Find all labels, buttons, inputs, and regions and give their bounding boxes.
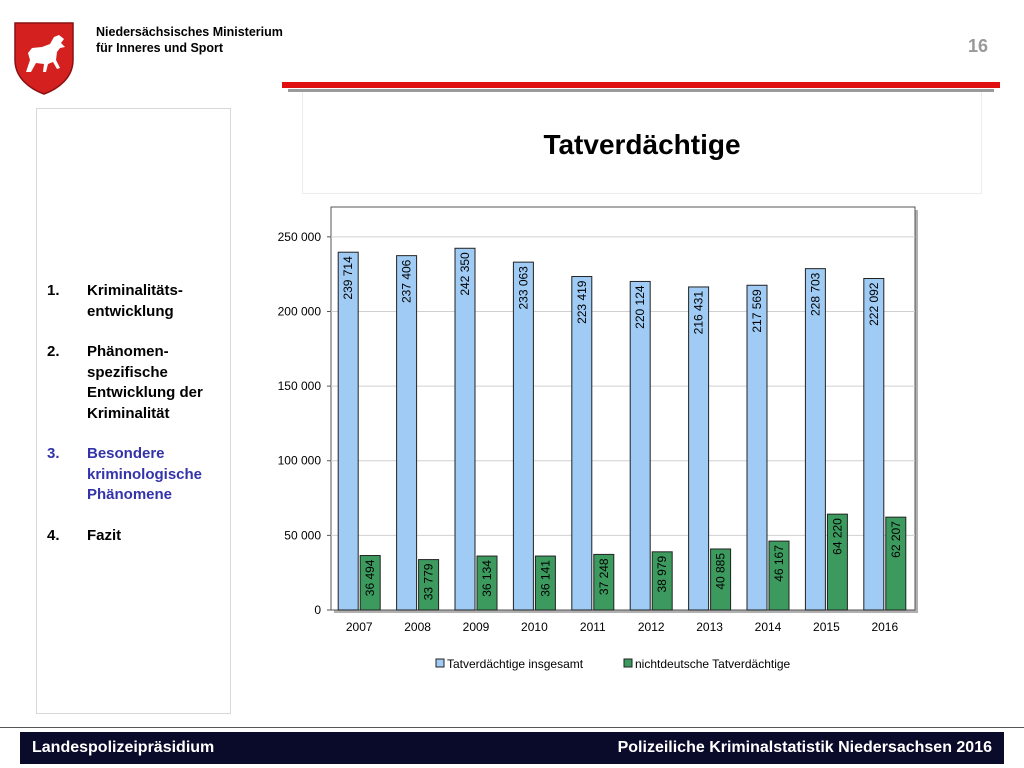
legend-swatch-total — [435, 658, 445, 668]
foreign-suspects-data-label: 36 141 — [538, 560, 552, 597]
footer-divider — [0, 727, 1024, 728]
agenda-item: 3. Besondere kriminologische Phänomene — [47, 444, 227, 506]
x-tick-label: 2016 — [871, 620, 898, 634]
x-tick-label: 2013 — [696, 620, 723, 634]
total-suspects-bar — [746, 284, 768, 611]
foreign-suspects-bar — [593, 553, 615, 611]
agenda-item-label: Fazit — [87, 526, 122, 544]
y-tick-label: 200 000 — [278, 304, 322, 318]
agenda-item-number: 1. — [47, 282, 60, 299]
footer-bar: Landespolizeipräsidium Polizeiliche Krim… — [20, 732, 1004, 764]
total-suspects-data-label: 237 406 — [400, 259, 414, 303]
foreign-suspects-bar — [651, 551, 673, 611]
agenda-item-number: 2. — [47, 343, 60, 360]
chart-legend: Tatverdächtige insgesamt nichtdeutsche Ta… — [435, 657, 791, 671]
total-suspects-data-label: 242 350 — [458, 252, 472, 296]
foreign-suspects-bar — [826, 513, 848, 611]
slide-title: Tatverdächtige — [543, 128, 741, 160]
total-suspects-bar — [629, 280, 651, 611]
x-tick-label: 2009 — [463, 620, 490, 634]
total-suspects-bar — [337, 251, 359, 611]
legend-label-foreign: nichtdeutsche Tatverdächtige — [635, 657, 791, 671]
agenda-item-number: 4. — [47, 526, 60, 544]
title-box: Tatverdächtige — [302, 92, 982, 194]
total-suspects-data-label: 239 714 — [341, 256, 355, 300]
y-tick-label: 250 000 — [278, 230, 322, 244]
agenda-item-label: Phänomen-spezifische Entwicklung der Kri… — [87, 343, 203, 422]
lower-saxony-crest-logo — [14, 22, 74, 95]
x-tick-label: 2010 — [521, 620, 548, 634]
foreign-suspects-data-label: 40 885 — [714, 553, 728, 590]
x-tick-label: 2008 — [404, 620, 431, 634]
foreign-suspects-data-label: 37 248 — [597, 558, 611, 595]
legend-label-total: Tatverdächtige insgesamt — [447, 657, 584, 671]
foreign-suspects-bar — [418, 559, 440, 611]
foreign-suspects-bar — [768, 540, 790, 611]
total-suspects-bar — [804, 268, 826, 611]
total-suspects-bar — [571, 276, 593, 611]
x-tick-label: 2015 — [813, 620, 840, 634]
foreign-suspects-bar — [359, 555, 381, 611]
total-suspects-bar — [396, 255, 418, 611]
ministry-line-1: Niedersächsisches Ministerium — [96, 25, 283, 39]
footer-right-text: Polizeiliche Kriminalstatistik Niedersac… — [617, 739, 992, 756]
foreign-suspects-data-label: 62 207 — [889, 521, 903, 558]
x-tick-label: 2014 — [755, 620, 782, 634]
foreign-suspects-data-label: 33 779 — [422, 563, 436, 600]
total-suspects-data-label: 228 703 — [808, 272, 822, 316]
y-tick-label: 50 000 — [284, 528, 321, 542]
agenda-item-number: 3. — [47, 445, 60, 462]
agenda-item-label: Besondere kriminologische Phänomene — [87, 445, 203, 503]
foreign-suspects-data-label: 38 979 — [655, 555, 669, 592]
x-tick-label: 2012 — [638, 620, 665, 634]
y-tick-label: 100 000 — [278, 454, 322, 468]
total-suspects-data-label: 233 063 — [516, 266, 530, 310]
foreign-suspects-bar — [534, 555, 556, 611]
foreign-suspects-bar — [885, 516, 907, 611]
foreign-suspects-data-label: 36 134 — [480, 560, 494, 597]
agenda-item-label: Kriminalitäts-entwicklung — [87, 282, 183, 320]
x-tick-label: 2011 — [580, 620, 606, 634]
legend-swatch-foreign — [623, 658, 633, 668]
suspects-bar-chart: 0 50 000 100 000 150 000 200 000 250 000 239 7… — [278, 206, 918, 671]
total-suspects-data-label: 217 569 — [750, 289, 764, 333]
foreign-suspects-data-label: 36 494 — [363, 559, 377, 596]
total-suspects-bar — [512, 261, 534, 611]
foreign-suspects-bar — [710, 548, 732, 611]
agenda-item: 1. Kriminalitäts-entwicklung — [47, 281, 227, 322]
y-tick-label: 150 000 — [278, 379, 322, 393]
agenda-list: 1. Kriminalitäts-entwicklung 2. Phänomen-sp… — [47, 281, 227, 566]
footer-left-text: Landespolizeipräsidium — [32, 739, 215, 756]
total-suspects-bar — [454, 247, 476, 611]
total-suspects-data-label: 222 092 — [867, 282, 881, 326]
foreign-suspects-data-label: 46 167 — [772, 545, 786, 582]
agenda-sidebar: 1. Kriminalitäts-entwicklung 2. Phänomen-sp… — [36, 108, 231, 714]
agenda-item: 4. Fazit — [47, 526, 227, 547]
ministry-line-2: für Inneres und Sport — [96, 41, 224, 55]
header-shadow-line — [288, 89, 994, 92]
foreign-suspects-data-label: 64 220 — [830, 518, 844, 555]
total-suspects-bar — [863, 278, 885, 611]
total-suspects-data-label: 223 419 — [575, 280, 589, 324]
ministry-name: Niedersächsisches Ministerium für Innere… — [96, 24, 283, 56]
total-suspects-bar — [688, 286, 710, 611]
foreign-suspects-bar — [476, 555, 498, 611]
x-tick-label: 2007 — [346, 620, 373, 634]
total-suspects-data-label: 220 124 — [633, 285, 647, 329]
y-tick-label: 0 — [314, 603, 321, 617]
page-number: 16 — [968, 36, 989, 56]
total-suspects-data-label: 216 431 — [692, 291, 706, 335]
agenda-item: 2. Phänomen-spezifische Entwicklung der K… — [47, 342, 227, 424]
header-accent-line — [282, 82, 1000, 88]
